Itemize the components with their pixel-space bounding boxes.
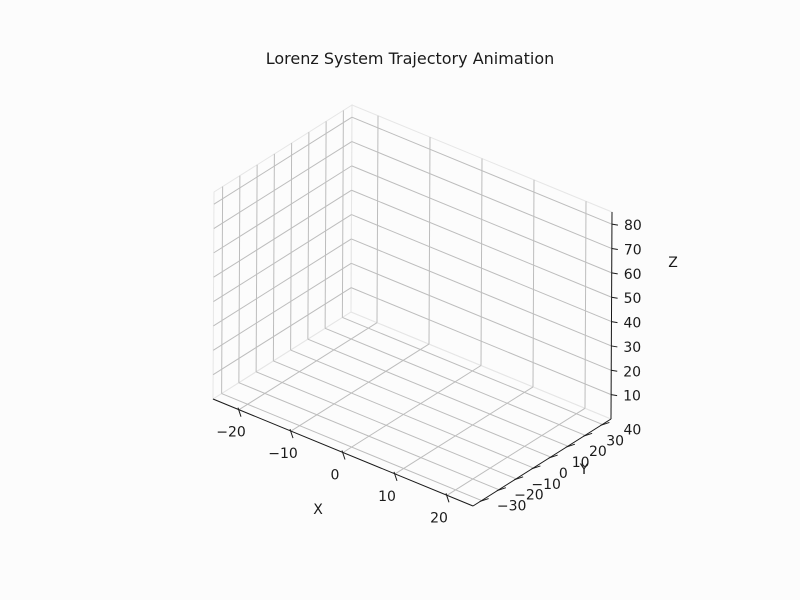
z-axis-label: Z [668, 255, 678, 271]
grid-line-x-back [376, 115, 379, 323]
y-tick-mark [479, 498, 489, 503]
grid-line-z-side [213, 189, 352, 278]
grid-line-x-floor [290, 343, 430, 432]
y-tick-mark [565, 443, 576, 448]
z-tick-mark [611, 223, 619, 226]
grid-line-x-back [428, 137, 431, 345]
z-tick-label: 80 [624, 218, 642, 234]
grid-line-z-back [351, 189, 612, 298]
y-tick-label: 10 [572, 455, 590, 471]
y-tick-label: −10 [531, 477, 561, 493]
grid-line-y-floor [290, 349, 551, 458]
y-axis-label: Y [579, 462, 589, 478]
grid-line-y-floor [342, 316, 603, 425]
z-tick-label: 20 [623, 364, 641, 380]
y-tick-label: 30 [606, 433, 624, 449]
grid-line-y-side [238, 175, 241, 383]
grid-line-x-back [532, 179, 535, 387]
z-tick-mark [611, 248, 618, 251]
y-tick-mark [513, 476, 524, 481]
grid-line-y-side [341, 110, 344, 318]
y-tick-mark [531, 465, 541, 470]
x-tick-mark [341, 450, 346, 460]
grid-line-y-floor [221, 393, 482, 502]
z-tick-label: 10 [623, 389, 641, 405]
y-tick-label: 20 [589, 444, 607, 460]
z-tick-label: 70 [624, 243, 642, 259]
grid-line-z-side [212, 262, 352, 351]
y-tick-label: −30 [497, 499, 527, 515]
grid-line-x-back [480, 158, 483, 366]
grid-line-x-floor [446, 407, 586, 496]
z-tick-mark [611, 296, 618, 299]
grid-line-z-back [351, 262, 612, 371]
grid-line-y-side [307, 132, 310, 340]
grid-line-x-floor [342, 365, 482, 453]
x-tick-label: −20 [216, 425, 246, 441]
grid-line-z-back [351, 214, 612, 323]
z-tick-label: 60 [624, 267, 642, 283]
x-tick-label: 20 [430, 510, 448, 526]
grid-line-y-floor [238, 382, 500, 491]
grid-line-z-back [350, 287, 612, 396]
y-tick-label: 40 [623, 422, 641, 438]
y-tick-label: 0 [559, 466, 568, 482]
grid-line-z-back [351, 116, 613, 225]
z-tick-mark [611, 394, 618, 397]
y-tick-mark [496, 487, 507, 492]
z-tick-mark [611, 321, 618, 324]
grid-line-y-floor [307, 338, 569, 447]
grid-line-z-side [213, 141, 353, 229]
grid-line-z-side [213, 116, 353, 205]
tick-labels: −20−1001020−30−20−1001020304010203040506… [216, 218, 642, 526]
x-tick-mark [393, 471, 398, 482]
grid-line-y-floor [255, 371, 517, 480]
z-axis-line [610, 211, 613, 420]
grid-line-z-back [351, 238, 612, 347]
x-tick-label: 0 [331, 468, 340, 484]
z-tick-mark [611, 272, 618, 275]
grid-line-z-side [213, 165, 352, 254]
grid-line-z-side [213, 214, 352, 303]
grid-lines [212, 110, 613, 502]
grid-line-x-back [584, 201, 587, 409]
y-tick-mark [600, 421, 610, 426]
x-tick-label: 10 [378, 489, 396, 505]
grid-line-x-floor [238, 322, 378, 411]
z-tick-label: 40 [623, 316, 641, 332]
x-tick-mark [289, 428, 294, 439]
grid-line-y-side [324, 121, 327, 329]
grid-line-y-floor [324, 327, 586, 436]
grid-line-y-side [290, 143, 293, 351]
grid-line-y-side [221, 186, 224, 394]
y-tick-label: −20 [514, 488, 544, 504]
z-tick-mark [611, 369, 618, 372]
grid-line-z-back [351, 141, 613, 249]
tick-marks [237, 223, 619, 503]
x-tick-mark [445, 493, 450, 503]
y-axis-line [472, 418, 612, 507]
grid-line-y-side [272, 153, 275, 361]
x-axis-label: X [313, 502, 323, 518]
y-tick-mark [548, 454, 558, 459]
y-tick-mark [582, 432, 593, 437]
z-tick-mark [611, 345, 618, 348]
grid-line-z-back [351, 165, 612, 274]
grid-line-y-side [255, 164, 258, 372]
z-tick-label: 30 [623, 340, 641, 356]
grid-line-z-side [212, 287, 352, 376]
grid-line-x-floor [394, 386, 534, 475]
chart-title: Lorenz System Trajectory Animation [266, 49, 555, 68]
grid-line-z-side [213, 238, 352, 327]
x-tick-label: −10 [268, 446, 298, 462]
z-tick-label: 50 [624, 291, 642, 307]
grid-line-y-floor [273, 360, 534, 469]
x-tick-mark [237, 407, 242, 417]
